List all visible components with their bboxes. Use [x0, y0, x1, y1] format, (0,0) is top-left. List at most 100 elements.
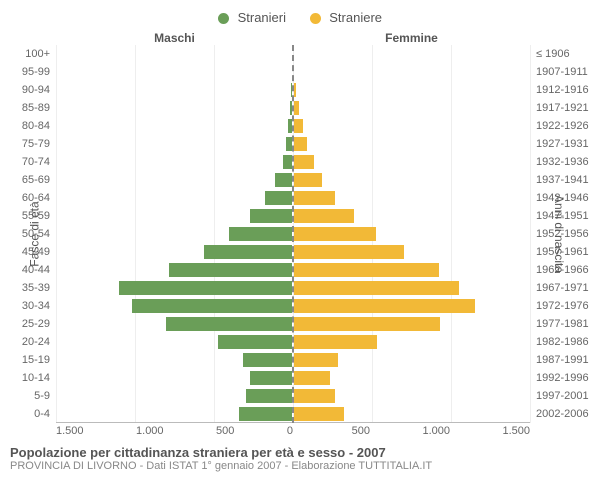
bar-female	[294, 173, 322, 187]
birth-tick: 1997-2001	[530, 387, 600, 405]
bar-row	[294, 315, 530, 333]
bar-row	[294, 243, 530, 261]
bar-row	[56, 261, 292, 279]
bar-row	[294, 297, 530, 315]
bar-row	[56, 99, 292, 117]
birth-tick: 1982-1986	[530, 333, 600, 351]
bar-female	[294, 317, 440, 331]
bar-row	[56, 171, 292, 189]
caption-subtitle: PROVINCIA DI LIVORNO - Dati ISTAT 1° gen…	[10, 460, 590, 472]
bar-male	[275, 173, 292, 187]
bar-female	[294, 155, 314, 169]
birth-tick: 1977-1981	[530, 315, 600, 333]
bar-row	[294, 171, 530, 189]
bar-female	[294, 101, 299, 115]
bar-row	[294, 261, 530, 279]
bar-row	[56, 117, 292, 135]
age-tick: 10-14	[0, 369, 56, 387]
bar-row	[294, 81, 530, 99]
bar-row	[294, 189, 530, 207]
age-tick: 65-69	[0, 171, 56, 189]
bar-row	[294, 117, 530, 135]
x-tick: 1.000	[422, 425, 450, 437]
bar-row	[56, 81, 292, 99]
bar-row	[56, 297, 292, 315]
bars-container	[56, 45, 530, 423]
bar-female	[294, 371, 330, 385]
bar-row	[56, 405, 292, 423]
bar-row	[56, 189, 292, 207]
birth-tick: 1927-1931	[530, 135, 600, 153]
bar-female	[294, 389, 335, 403]
bar-row	[56, 315, 292, 333]
birth-tick: 1972-1976	[530, 297, 600, 315]
bar-row	[294, 99, 530, 117]
bar-row	[294, 45, 530, 63]
bar-row	[56, 45, 292, 63]
birth-tick: 1912-1916	[530, 81, 600, 99]
x-tick: 1.000	[136, 425, 164, 437]
birth-tick: 1967-1971	[530, 279, 600, 297]
bar-row	[56, 243, 292, 261]
bar-female	[294, 209, 354, 223]
bar-male	[265, 191, 292, 205]
birth-tick: 1917-1921	[530, 99, 600, 117]
age-tick: 95-99	[0, 63, 56, 81]
bar-female	[294, 407, 344, 421]
bar-row	[294, 153, 530, 171]
bar-male	[246, 389, 292, 403]
bar-row	[294, 369, 530, 387]
bar-female	[294, 353, 338, 367]
bar-row	[56, 207, 292, 225]
legend-swatch-male	[218, 13, 229, 24]
bar-female	[294, 83, 296, 97]
legend-item-female: Straniere	[310, 10, 382, 25]
legend-label-female: Straniere	[329, 10, 382, 25]
bar-female	[294, 227, 376, 241]
bar-male	[169, 263, 292, 277]
bar-male	[283, 155, 292, 169]
plot-area: Fasce di età Anni di nascita 100+95-9990…	[0, 45, 600, 423]
legend-item-male: Stranieri	[218, 10, 286, 25]
age-tick: 20-24	[0, 333, 56, 351]
age-tick: 70-74	[0, 153, 56, 171]
birth-tick: 1907-1911	[530, 63, 600, 81]
column-header-left: Maschi	[56, 31, 293, 45]
birth-tick: 1992-1996	[530, 369, 600, 387]
legend-label-male: Stranieri	[238, 10, 286, 25]
bar-male	[229, 227, 292, 241]
x-tick: 1.500	[56, 425, 84, 437]
bar-female	[294, 263, 439, 277]
age-tick: 35-39	[0, 279, 56, 297]
x-ticks-left: 1.5001.0005000	[56, 425, 293, 437]
bar-row	[56, 135, 292, 153]
bar-female	[294, 137, 307, 151]
bar-row	[294, 279, 530, 297]
bar-female	[294, 299, 475, 313]
bar-row	[294, 351, 530, 369]
legend: Stranieri Straniere	[0, 10, 600, 25]
bars-female	[292, 45, 530, 423]
bar-row	[56, 387, 292, 405]
bar-female	[294, 335, 377, 349]
bar-row	[56, 369, 292, 387]
bar-male	[218, 335, 292, 349]
age-tick: 0-4	[0, 405, 56, 423]
column-header-right: Femmine	[293, 31, 530, 45]
age-tick: 90-94	[0, 81, 56, 99]
caption-title: Popolazione per cittadinanza straniera p…	[10, 445, 590, 460]
caption: Popolazione per cittadinanza straniera p…	[0, 445, 600, 472]
x-tick: 1.500	[502, 425, 530, 437]
bar-row	[294, 405, 530, 423]
bar-row	[56, 333, 292, 351]
age-tick: 15-19	[0, 351, 56, 369]
bar-row	[294, 207, 530, 225]
x-axis: 1.5001.0005000 05001.0001.500	[0, 425, 600, 437]
age-tick: 100+	[0, 45, 56, 63]
bars-male	[56, 45, 292, 423]
bar-row	[56, 351, 292, 369]
y-axis-right-label: Anni di nascita	[552, 195, 566, 273]
birth-tick: 1987-1991	[530, 351, 600, 369]
bar-female	[294, 281, 459, 295]
birth-tick: 1922-1926	[530, 117, 600, 135]
